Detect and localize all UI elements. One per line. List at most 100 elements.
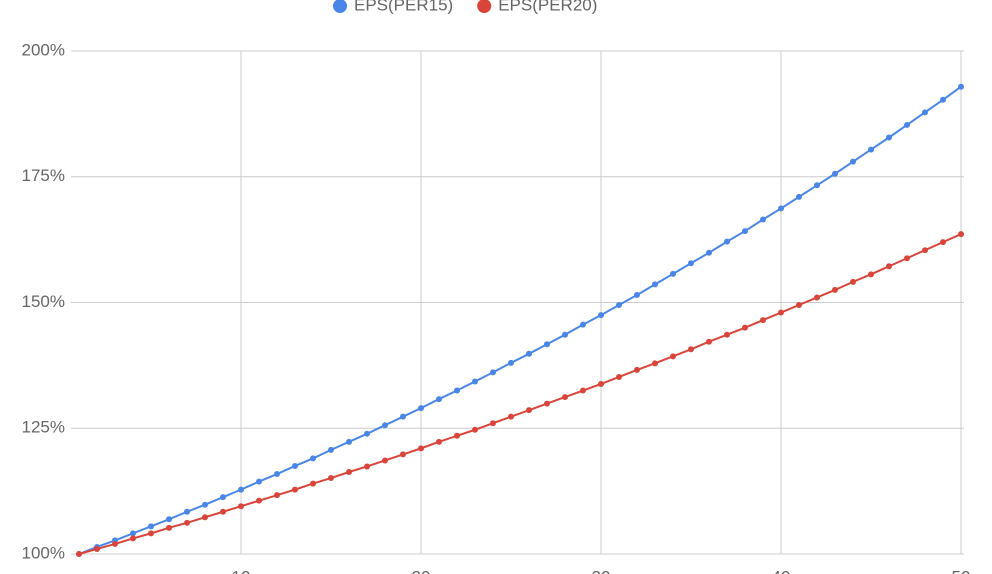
legend-label: EPS(PER15): [354, 0, 453, 14]
point: [868, 146, 874, 153]
x-tick-label: 30: [592, 567, 611, 574]
point: [652, 281, 658, 288]
point: [400, 451, 406, 458]
point: [238, 503, 244, 510]
point: [742, 324, 748, 331]
point: [472, 426, 478, 433]
point: [886, 134, 892, 141]
point: [112, 540, 118, 547]
point: [454, 432, 460, 439]
point: [796, 302, 802, 309]
point: [580, 387, 586, 394]
point: [328, 446, 334, 453]
point: [220, 494, 226, 501]
point: [400, 413, 406, 420]
point: [508, 359, 514, 366]
point: [310, 480, 316, 487]
point: [850, 278, 856, 285]
point: [706, 249, 712, 256]
point: [184, 508, 190, 515]
point: [760, 216, 766, 223]
point: [454, 387, 460, 394]
point: [382, 422, 388, 429]
point: [130, 530, 136, 537]
point: [238, 486, 244, 493]
point: [292, 486, 298, 493]
legend-marker: [333, 0, 347, 13]
point: [814, 182, 820, 189]
point: [256, 497, 262, 504]
y-tick-label: 200%: [22, 40, 65, 59]
point: [544, 400, 550, 407]
point: [778, 205, 784, 212]
point: [958, 231, 964, 238]
point: [220, 508, 226, 515]
point: [904, 255, 910, 262]
point: [742, 228, 748, 235]
point: [616, 302, 622, 309]
point: [832, 286, 838, 293]
point: [346, 469, 352, 476]
point: [292, 462, 298, 469]
legend-label: EPS(PER20): [498, 0, 597, 14]
point: [346, 438, 352, 445]
point: [490, 420, 496, 427]
x-tick-label: 40: [772, 567, 791, 574]
point: [202, 501, 208, 508]
point: [598, 380, 604, 387]
point: [598, 312, 604, 319]
point: [922, 247, 928, 254]
x-tick-label: 20: [412, 567, 431, 574]
point: [364, 430, 370, 437]
point: [850, 158, 856, 165]
point: [634, 366, 640, 373]
point: [526, 350, 532, 357]
point: [940, 239, 946, 246]
point: [814, 294, 820, 301]
point: [724, 238, 730, 245]
point: [310, 455, 316, 462]
point: [418, 405, 424, 412]
point: [652, 360, 658, 367]
point: [274, 492, 280, 499]
point: [490, 369, 496, 376]
point: [670, 270, 676, 277]
point: [472, 378, 478, 385]
series-line: [78, 85, 962, 555]
x-tick-label: 10: [232, 567, 251, 574]
point: [526, 407, 532, 414]
point: [670, 353, 676, 360]
point: [364, 463, 370, 470]
point: [256, 478, 262, 485]
point: [868, 271, 874, 278]
y-tick-label: 100%: [22, 543, 65, 562]
point: [616, 373, 622, 380]
point: [328, 475, 334, 482]
point: [580, 321, 586, 328]
point: [418, 445, 424, 452]
point: [706, 338, 712, 345]
point: [688, 346, 694, 353]
point: [886, 263, 892, 270]
point: [166, 524, 172, 531]
point: [508, 413, 514, 420]
point: [940, 96, 946, 103]
point: [94, 545, 100, 552]
y-tick-label: 125%: [22, 418, 65, 437]
y-tick-label: 150%: [22, 292, 65, 311]
point: [778, 309, 784, 316]
point: [922, 109, 928, 116]
point: [688, 260, 694, 267]
point: [634, 291, 640, 298]
point: [562, 331, 568, 338]
point: [760, 317, 766, 324]
point: [544, 341, 550, 348]
point: [76, 551, 82, 557]
point: [184, 519, 190, 526]
y-tick-label: 175%: [22, 166, 65, 185]
x-tick-label: 50: [952, 567, 971, 574]
point: [274, 471, 280, 478]
point: [796, 193, 802, 200]
